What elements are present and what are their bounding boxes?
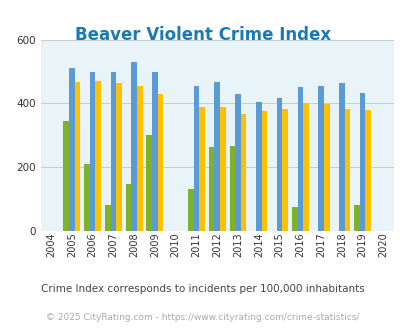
- Bar: [291, 207, 297, 231]
- Bar: [157, 94, 163, 231]
- Bar: [318, 86, 323, 231]
- Bar: [220, 107, 225, 231]
- Bar: [104, 206, 110, 231]
- Bar: [69, 68, 75, 231]
- Bar: [116, 82, 121, 231]
- Bar: [297, 87, 303, 231]
- Bar: [354, 206, 359, 231]
- Bar: [255, 102, 261, 231]
- Bar: [126, 184, 131, 231]
- Text: Beaver Violent Crime Index: Beaver Violent Crime Index: [75, 26, 330, 45]
- Bar: [359, 93, 364, 231]
- Bar: [110, 73, 116, 231]
- Bar: [95, 81, 101, 231]
- Bar: [364, 110, 370, 231]
- Bar: [75, 82, 80, 231]
- Text: Crime Index corresponds to incidents per 100,000 inhabitants: Crime Index corresponds to incidents per…: [41, 284, 364, 294]
- Bar: [261, 112, 266, 231]
- Bar: [240, 114, 246, 231]
- Bar: [338, 82, 344, 231]
- Bar: [63, 121, 69, 231]
- Bar: [303, 103, 308, 231]
- Bar: [90, 73, 95, 231]
- Bar: [193, 86, 199, 231]
- Bar: [208, 147, 214, 231]
- Bar: [214, 82, 220, 231]
- Bar: [131, 62, 136, 231]
- Bar: [281, 109, 287, 231]
- Bar: [323, 104, 329, 231]
- Bar: [152, 72, 157, 231]
- Bar: [146, 135, 152, 231]
- Bar: [136, 86, 142, 231]
- Bar: [84, 164, 90, 231]
- Bar: [229, 146, 234, 231]
- Bar: [234, 94, 240, 231]
- Bar: [188, 188, 193, 231]
- Text: © 2025 CityRating.com - https://www.cityrating.com/crime-statistics/: © 2025 CityRating.com - https://www.city…: [46, 313, 359, 322]
- Bar: [199, 107, 205, 231]
- Bar: [344, 109, 350, 231]
- Bar: [276, 98, 281, 231]
